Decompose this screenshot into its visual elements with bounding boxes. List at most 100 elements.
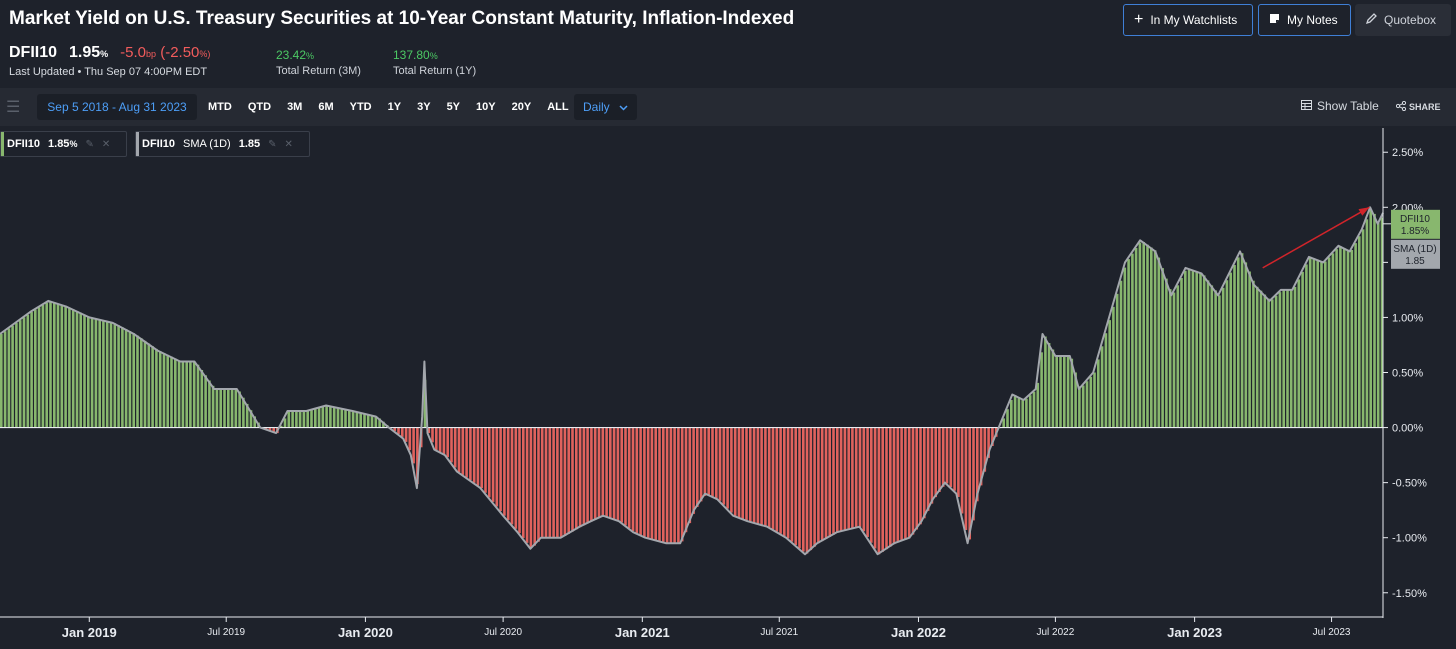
plus-icon: + (1134, 11, 1144, 28)
fill-bar (105, 321, 109, 428)
fill-bar (264, 427, 268, 430)
fill-bar (1267, 298, 1270, 428)
fill-bar (189, 361, 192, 428)
fill-bar (699, 427, 703, 502)
fill-bar (722, 427, 726, 505)
fill-bar (711, 427, 714, 497)
fill-bar (877, 427, 881, 555)
fill-bar (472, 427, 476, 483)
last-value-series-name: SMA (1D) (1393, 244, 1436, 255)
fill-bar (336, 407, 340, 428)
fill-bar (1032, 391, 1036, 428)
menu-collapse-icon[interactable]: ☰ (6, 99, 21, 116)
fill-bar (1331, 253, 1335, 428)
period-button[interactable]: 3Y (417, 101, 431, 113)
period-button[interactable]: 3M (287, 101, 303, 113)
close-icon[interactable]: ✕ (101, 138, 111, 150)
change-bp-unit: bp (146, 49, 157, 59)
last-value-box-dfii10 (1391, 209, 1440, 239)
close-icon[interactable]: ✕ (284, 138, 293, 150)
quotebox-button[interactable]: Quotebox (1355, 4, 1451, 36)
fill-bar (824, 427, 828, 539)
fill-bar (976, 427, 979, 502)
fill-bar (1369, 209, 1372, 428)
fill-bar (30, 311, 33, 428)
fill-bar (196, 364, 200, 428)
fill-bar (540, 427, 544, 538)
notes-button[interactable]: My Notes (1258, 4, 1351, 36)
period-button[interactable]: 20Y (511, 101, 532, 113)
fill-bar (219, 389, 222, 428)
fill-bar (98, 319, 101, 428)
fill-bar (143, 340, 147, 428)
fill-bar (45, 302, 48, 428)
period-button[interactable]: ALL (547, 101, 569, 113)
fill-bar (234, 389, 238, 428)
fill-bar (892, 427, 896, 545)
period-button[interactable]: YTD (349, 101, 372, 113)
fill-bar (366, 414, 370, 428)
last-value-label: 1.85 (1405, 256, 1425, 267)
fill-bar (1157, 257, 1161, 428)
fill-bar (60, 304, 64, 428)
fill-bar (703, 427, 707, 496)
fill-bar (1316, 259, 1319, 428)
fill-bar (1180, 278, 1183, 428)
fill-bar (1085, 381, 1089, 428)
return-value: 137.80% (393, 48, 476, 62)
watchlist-button[interactable]: + In My Watchlists (1123, 4, 1253, 36)
fill-bar (1206, 280, 1210, 428)
return-number: 137.80 (393, 48, 430, 62)
fill-bar (298, 411, 302, 428)
settings-icon[interactable]: ✎ (85, 138, 94, 150)
legend-symbol: DFII10 (142, 138, 176, 150)
fill-bar (1244, 262, 1248, 428)
period-button[interactable]: 10Y (476, 101, 496, 113)
fill-bar (1191, 270, 1195, 428)
fill-bar (174, 358, 177, 428)
fill-bar (533, 427, 536, 546)
fill-bar (544, 427, 548, 538)
settings-icon[interactable]: ✎ (268, 138, 277, 150)
fill-bar (680, 427, 684, 542)
fill-bar (646, 427, 650, 539)
period-button[interactable]: 1Y (387, 101, 402, 113)
fill-bar (1172, 292, 1176, 428)
change-pct-unit: %) (199, 49, 211, 59)
period-button[interactable]: MTD (208, 101, 232, 113)
fill-bar (170, 356, 173, 428)
fill-bar (885, 427, 888, 550)
series-line-dfii10 (0, 206, 1384, 556)
fill-bar (1131, 253, 1134, 428)
fill-bar (881, 427, 884, 552)
period-button[interactable]: 6M (318, 101, 334, 113)
fill-bar (438, 427, 442, 452)
fill-bar (124, 329, 128, 428)
fill-bar (1282, 289, 1285, 428)
legend-sma[interactable]: DFII10 SMA (1D) 1.85 ✎ ✕ (135, 131, 310, 157)
show-table-button[interactable]: Show Table (1301, 99, 1379, 113)
fill-bar (484, 427, 487, 493)
ticker-value: 1.95% (69, 44, 108, 62)
y-tick-label: 0.50% (1392, 368, 1423, 380)
fill-bar (1229, 272, 1232, 428)
fill-bar (737, 427, 741, 518)
period-button[interactable]: 5Y (446, 101, 461, 113)
date-range-picker[interactable]: Sep 5 2018 - Aug 31 2023 (37, 94, 197, 120)
fill-bar (1176, 285, 1180, 428)
period-button[interactable]: QTD (247, 101, 272, 113)
fill-bar (1013, 395, 1017, 428)
frequency-dropdown[interactable]: Daily (574, 94, 637, 120)
fill-bar (968, 427, 971, 540)
fill-bar (22, 317, 26, 428)
fill-bar (1100, 346, 1104, 428)
fill-bar (506, 427, 510, 521)
fill-bar (272, 427, 275, 432)
fill-bar (71, 309, 75, 428)
fill-bar (1293, 286, 1297, 428)
yield-chart[interactable]: 2.50%2.00%1.50%1.00%0.50%0.00%-0.50%-1.0… (0, 128, 1456, 649)
fill-bar (7, 328, 11, 428)
legend-dfii10[interactable]: DFII10 1.85% ✎ ✕ (0, 131, 127, 157)
fill-bar (991, 427, 994, 446)
share-button[interactable]: SHARE (1395, 100, 1441, 113)
